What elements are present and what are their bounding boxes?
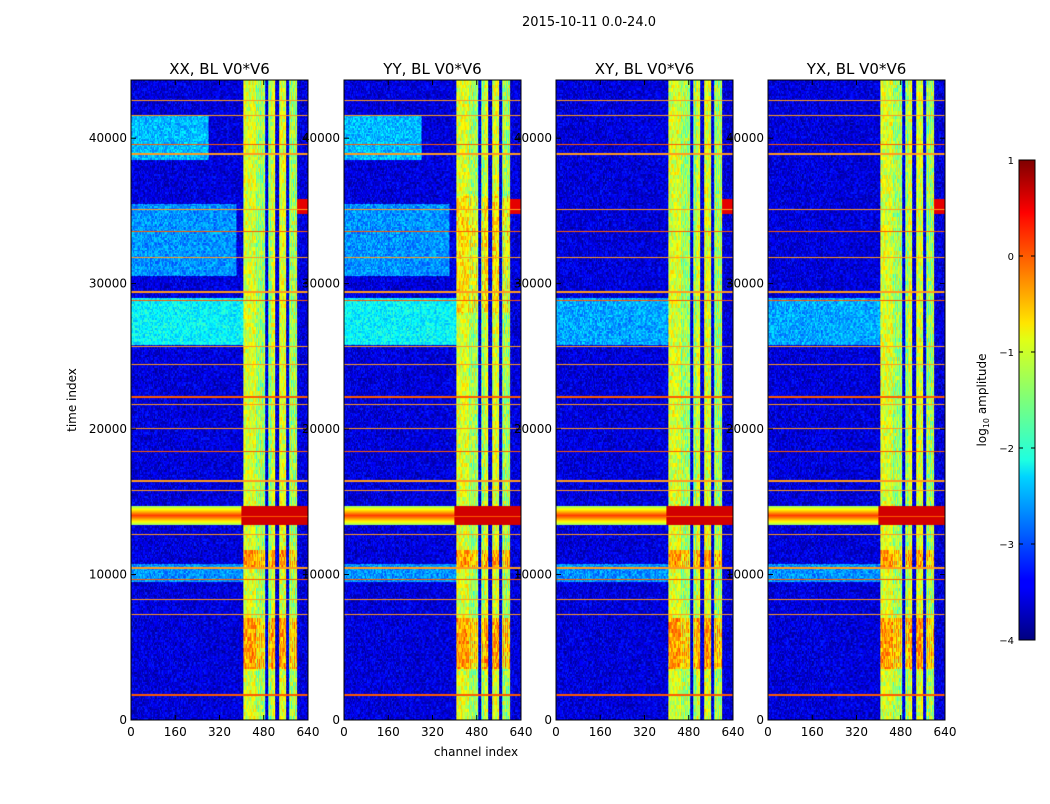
panel-xy: XY, BL V0*V6 0 160 320 480 640 0 10000 20000 3000… [514,60,745,739]
y-tick-label: 10000 [89,568,127,582]
heatmap-image [556,80,733,720]
colorbar-tick-label: −1 [999,348,1014,359]
figure-title: 2015-10-11 0.0-24.0 [522,15,656,30]
y-tick-label: 40000 [302,131,340,145]
colorbar-label-rest: amplitude [975,354,989,418]
x-tick-label: 320 [208,725,231,739]
panel-yy: YY, BL V0*V6 0 160 320 480 640 0 10000 20000 3000… [302,60,533,739]
y-tick-label: 10000 [514,568,552,582]
x-tick-label: 640 [934,725,957,739]
x-tick-label: 0 [340,725,348,739]
colorbar-ticks: 1 0 −1 −2 −3 −4 [999,156,1035,647]
y-tick-label: 0 [756,713,764,727]
x-tick-label: 160 [801,725,824,739]
colorbar-tick-label: −3 [999,540,1014,551]
y-tick-label: 30000 [302,277,340,291]
x-tick-label: 0 [764,725,772,739]
colorbar-label: log10 amplitude [975,354,991,447]
colorbar: 10−1−2−3−4 log10 amplitude [975,156,1036,647]
x-tick-label: 640 [297,725,320,739]
x-tick-label: 160 [377,725,400,739]
x-tick-label: 640 [510,725,533,739]
y-tick-label: 30000 [89,277,127,291]
heatmap-image [768,80,945,720]
colorbar-tick-label: 1 [1008,156,1014,167]
shared-x-label: channel index [434,745,518,759]
x-tick-label: 320 [633,725,656,739]
x-tick-label: 320 [421,725,444,739]
x-tick-label: 0 [552,725,560,739]
heatmap-image [131,80,308,720]
y-tick-label: 20000 [89,422,127,436]
y-tick-label: 30000 [726,277,764,291]
x-tick-label: 480 [889,725,912,739]
colorbar-tick-label: 0 [1008,252,1014,263]
colorbar-tick-label: −4 [999,636,1014,647]
y-tick-label: 20000 [302,422,340,436]
y-tick-label: 0 [119,713,127,727]
y-tick-label: 20000 [726,422,764,436]
y-tick-label: 0 [332,713,340,727]
y-tick-label: 40000 [514,131,552,145]
x-tick-label: 160 [164,725,187,739]
y-axis-label: time index [65,368,79,432]
x-tick-label: 160 [589,725,612,739]
colorbar-tick-label: −2 [999,444,1014,455]
panel-yx: YX, BL V0*V6 0 160 320 480 640 0 10000 20000 3000… [726,60,957,739]
colorbar-label-sub: 10 [982,418,991,428]
y-tick-label: 20000 [514,422,552,436]
panel-title: XX, BL V0*V6 [169,60,270,78]
y-tick-label: 10000 [302,568,340,582]
y-tick-label: 30000 [514,277,552,291]
x-tick-label: 480 [465,725,488,739]
panel-title: YX, BL V0*V6 [806,60,907,78]
y-tick-label: 10000 [726,568,764,582]
colorbar-gradient [1018,159,1036,641]
y-tick-label: 40000 [726,131,764,145]
panel-title: XY, BL V0*V6 [595,60,695,78]
x-tick-label: 640 [722,725,745,739]
panels: XX, BL V0*V6 0 160 320 480 640 0 10000 20000 3000… [89,60,957,739]
x-tick-label: 0 [127,725,135,739]
colorbar-label-base: log [975,428,989,446]
panel-xx: XX, BL V0*V6 0 160 320 480 640 0 10000 20000 3000… [89,60,320,739]
y-tick-label: 0 [544,713,552,727]
y-tick-label: 40000 [89,131,127,145]
heatmap-image [344,80,521,720]
panel-title: YY, BL V0*V6 [382,60,481,78]
x-tick-label: 480 [677,725,700,739]
x-tick-label: 480 [252,725,275,739]
x-tick-label: 320 [845,725,868,739]
